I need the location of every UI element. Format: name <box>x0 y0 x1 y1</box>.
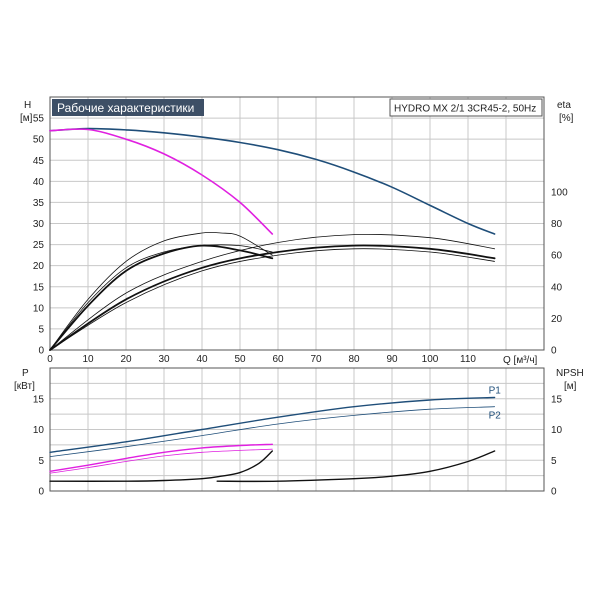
bottom-curve-5 <box>216 450 496 483</box>
p-tick-label: 15 <box>33 394 45 405</box>
y-right-tick-label: 40 <box>551 282 563 293</box>
y-left-tick-label: 30 <box>33 219 45 230</box>
tick-labels: 0 10 20 30 40 50 60 70 80 90 100 110051015202530354… <box>33 114 568 498</box>
top-curve-6 <box>49 234 495 351</box>
x-tick-label: 40 <box>196 354 208 365</box>
y-left-tick-label: 35 <box>33 198 45 209</box>
top-curve-7 <box>49 248 495 351</box>
top-curve-5 <box>49 244 496 351</box>
model-label: HYDRO MX 2/1 3CR45-2, 50Hz <box>394 104 536 115</box>
bottom-grid <box>49 367 545 492</box>
x-tick-label: 50 <box>234 354 246 365</box>
x-tick-label: 60 <box>272 354 284 365</box>
bottom-curve-3 <box>49 448 273 474</box>
npsh-tick-label: 10 <box>551 425 563 436</box>
model-box <box>389 98 543 117</box>
x-tick-label: 20 <box>120 354 132 365</box>
bottom-curve-4 <box>49 450 273 482</box>
y-left-tick-label: 5 <box>38 324 44 335</box>
y-right-tick-label: 80 <box>551 219 563 230</box>
top-curve-1 <box>49 128 274 235</box>
x-axis-title: Q [м³/ч] <box>503 355 538 366</box>
y-right-tick-label: 0 <box>551 346 557 357</box>
y-left-tick-label: 50 <box>33 135 45 146</box>
x-tick-label: 0 <box>47 354 53 365</box>
y-left-tick-label: 0 <box>38 346 44 357</box>
top-plot-frame <box>49 96 545 351</box>
series-label-p1: P1 <box>489 386 502 397</box>
bottom-right-axis-title: NPSH <box>556 368 584 379</box>
chart-title: Рабочие характеристики <box>57 101 194 115</box>
top-left-axis-title: H <box>24 100 31 111</box>
bottom-curve-0 <box>49 396 496 453</box>
title-box <box>52 99 204 116</box>
top-curve-2 <box>49 244 274 351</box>
top-right-axis-unit: [%] <box>559 113 574 124</box>
y-left-tick-label: 15 <box>33 282 45 293</box>
bottom-right-axis-unit: [м] <box>564 381 577 392</box>
series-labels: P1 P2 <box>489 386 502 422</box>
x-tick-label: 10 <box>82 354 94 365</box>
y-left-tick-label: 40 <box>33 177 45 188</box>
y-left-tick-label: 20 <box>33 261 45 272</box>
bottom-left-axis-title: P <box>22 368 29 379</box>
y-right-tick-label: 20 <box>551 314 563 325</box>
top-curve-4 <box>49 244 273 351</box>
y-left-tick-label: 55 <box>33 114 45 125</box>
p-tick-label: 5 <box>38 456 44 467</box>
npsh-tick-label: 0 <box>551 487 557 498</box>
bottom-left-axis-unit: [кВт] <box>14 381 35 392</box>
y-left-tick-label: 25 <box>33 240 45 251</box>
curves <box>49 127 496 483</box>
y-right-tick-label: 60 <box>551 251 563 262</box>
x-tick-label: 110 <box>460 354 476 365</box>
top-curve-0 <box>49 127 496 235</box>
x-tick-label: 90 <box>386 354 398 365</box>
top-left-axis-unit: [м] <box>20 113 33 124</box>
p-tick-label: 10 <box>33 425 45 436</box>
bottom-plot-frame <box>49 367 545 492</box>
series-label-p2: P2 <box>489 411 502 422</box>
top-curve-3 <box>49 231 273 351</box>
y-left-tick-label: 10 <box>33 303 45 314</box>
npsh-tick-label: 15 <box>551 394 563 405</box>
top-right-axis-title: eta <box>557 100 571 111</box>
bottom-curve-1 <box>49 406 495 457</box>
x-tick-label: 30 <box>158 354 170 365</box>
x-tick-label: 80 <box>348 354 360 365</box>
y-left-tick-label: 45 <box>33 156 45 167</box>
y-right-tick-label: 100 <box>551 187 568 198</box>
bottom-curve-2 <box>49 443 273 472</box>
npsh-tick-label: 5 <box>551 456 557 467</box>
p-tick-label: 0 <box>38 487 44 498</box>
x-tick-label: 100 <box>422 354 439 365</box>
x-tick-label: 70 <box>310 354 322 365</box>
